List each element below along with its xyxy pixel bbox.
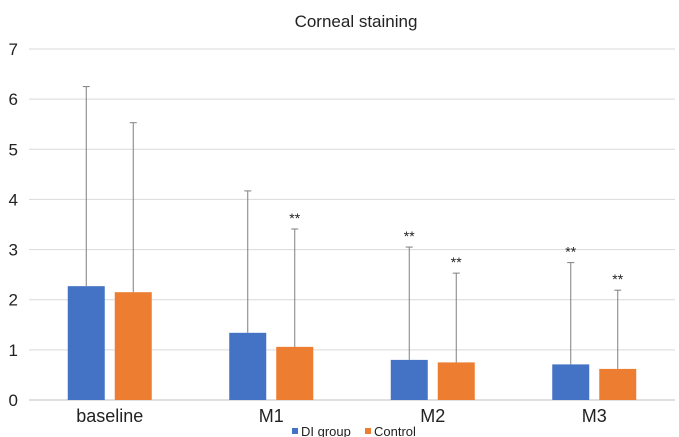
bar-M2-1 bbox=[437, 362, 475, 400]
y-tick-label: 3 bbox=[9, 241, 18, 260]
legend-label-0: DI group bbox=[301, 424, 351, 437]
significance-marker: ** bbox=[289, 210, 300, 226]
significance-marker: ** bbox=[404, 228, 415, 244]
x-tick-label: baseline bbox=[76, 406, 143, 426]
bar-M3-0 bbox=[552, 364, 590, 400]
bar-baseline-0 bbox=[67, 286, 105, 400]
significance-marker: ** bbox=[565, 244, 576, 260]
significance-marker: ** bbox=[451, 254, 462, 270]
y-axis-ticks: 0 1 2 3 4 5 6 7 bbox=[9, 40, 18, 410]
legend-swatch-0 bbox=[292, 428, 298, 434]
legend: DI group Control bbox=[292, 424, 416, 437]
bar-M2-0 bbox=[390, 359, 428, 400]
x-tick-label: M1 bbox=[259, 406, 284, 426]
significance-marker: ** bbox=[612, 271, 623, 287]
y-tick-label: 6 bbox=[9, 90, 18, 109]
significance-markers: ** ** ** ** ** bbox=[289, 210, 623, 287]
x-tick-label: M3 bbox=[582, 406, 607, 426]
bar-baseline-1 bbox=[114, 292, 152, 400]
bar-M3-1 bbox=[599, 368, 637, 400]
bar-M1-1 bbox=[276, 346, 314, 400]
x-tick-label: M2 bbox=[420, 406, 445, 426]
y-tick-label: 0 bbox=[9, 391, 18, 410]
y-tick-label: 1 bbox=[9, 341, 18, 360]
category-labels: baseline M1 M2 M3 bbox=[76, 406, 607, 426]
y-tick-label: 2 bbox=[9, 291, 18, 310]
error-bars bbox=[82, 86, 622, 369]
legend-label-1: Control bbox=[374, 424, 416, 437]
bar-M1-0 bbox=[229, 332, 267, 400]
y-tick-label: 4 bbox=[9, 190, 18, 209]
bars bbox=[67, 286, 637, 400]
chart-title: Corneal staining bbox=[295, 12, 418, 31]
legend-swatch-1 bbox=[365, 428, 371, 434]
y-tick-label: 7 bbox=[9, 40, 18, 59]
y-tick-label: 5 bbox=[9, 140, 18, 159]
